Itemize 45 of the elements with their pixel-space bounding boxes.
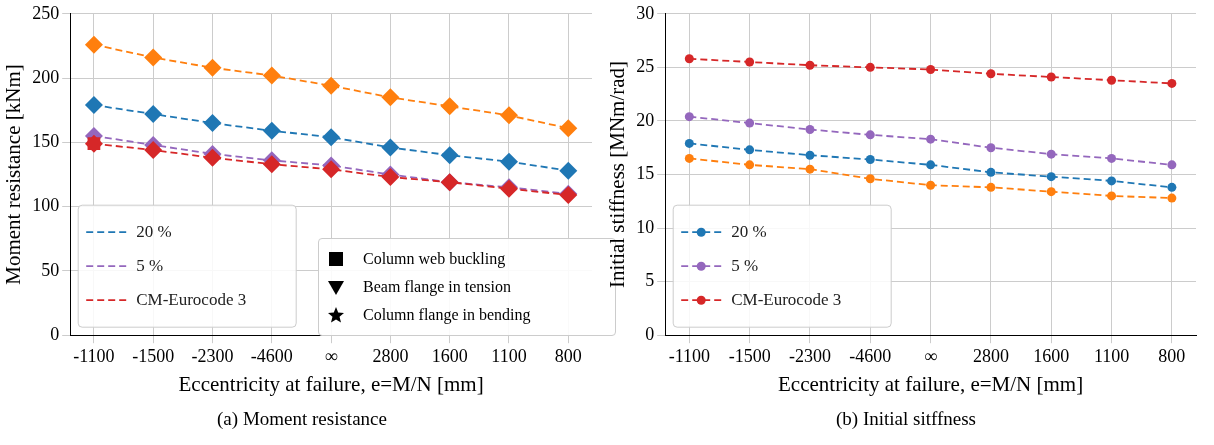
x-tick-label: 1100: [1093, 345, 1130, 366]
x-axis-title: Eccentricity at failure, e=M/N [mm]: [778, 371, 1084, 396]
legend-label: 5 %: [731, 255, 759, 275]
y-tick-label: 150: [32, 131, 60, 152]
y-tick-label: 0: [50, 323, 60, 344]
x-tick-label: 2800: [372, 345, 409, 366]
y-axis-title: Moment resistance [kNm]: [1, 64, 26, 285]
x-tick-label: -2300: [191, 345, 234, 366]
legend-label: 5 %: [136, 255, 164, 275]
x-tick-label: 800: [554, 345, 582, 366]
x-tick-label: -2300: [788, 345, 831, 366]
x-tick-label: -1100: [73, 345, 115, 366]
annotation: Column flange in bending: [363, 306, 531, 324]
y-tick-label: 25: [636, 56, 655, 77]
legend-label: CM-Eurocode 3: [136, 289, 247, 309]
x-tick-label: 800: [1158, 345, 1186, 366]
y-tick-label: 15: [636, 163, 655, 184]
x-tick-label: -1100: [668, 345, 710, 366]
annotation: Column web buckling: [363, 250, 506, 268]
legend-label: 20 %: [136, 221, 172, 241]
y-tick-label: 200: [32, 66, 60, 87]
x-tick-label: 2800: [972, 345, 1009, 366]
y-tick-label: 30: [636, 2, 655, 23]
x-tick-label: 1600: [1033, 345, 1070, 366]
x-tick-label: ∞: [324, 345, 338, 366]
y-tick-label: 100: [32, 195, 60, 216]
y-tick-label: 10: [636, 216, 655, 237]
x-tick-label: -1500: [132, 345, 175, 366]
x-axis-title: Eccentricity at failure, e=M/N [mm]: [178, 371, 484, 396]
legend-label: CM-Eurocode 3: [731, 289, 842, 309]
text: (b) Initial sitffness: [835, 408, 977, 430]
x-tick-label: -4600: [250, 345, 293, 366]
y-tick-label: 50: [41, 259, 60, 280]
x-tick-label: 1100: [491, 345, 527, 366]
x-tick-label: 1600: [431, 345, 468, 366]
legend-label: 20 %: [731, 221, 767, 241]
y-tick-label: 250: [32, 2, 60, 23]
y-tick-label: 0: [645, 323, 655, 344]
y-tick-label: 20: [636, 109, 655, 130]
x-tick-label: -4600: [849, 345, 892, 366]
y-tick-label: 5: [645, 270, 655, 291]
x-tick-label: ∞: [924, 345, 938, 366]
text: (a) Moment resistance: [216, 408, 388, 430]
x-tick-label: -1500: [728, 345, 771, 366]
annotation: Beam flange in tension: [363, 278, 511, 296]
